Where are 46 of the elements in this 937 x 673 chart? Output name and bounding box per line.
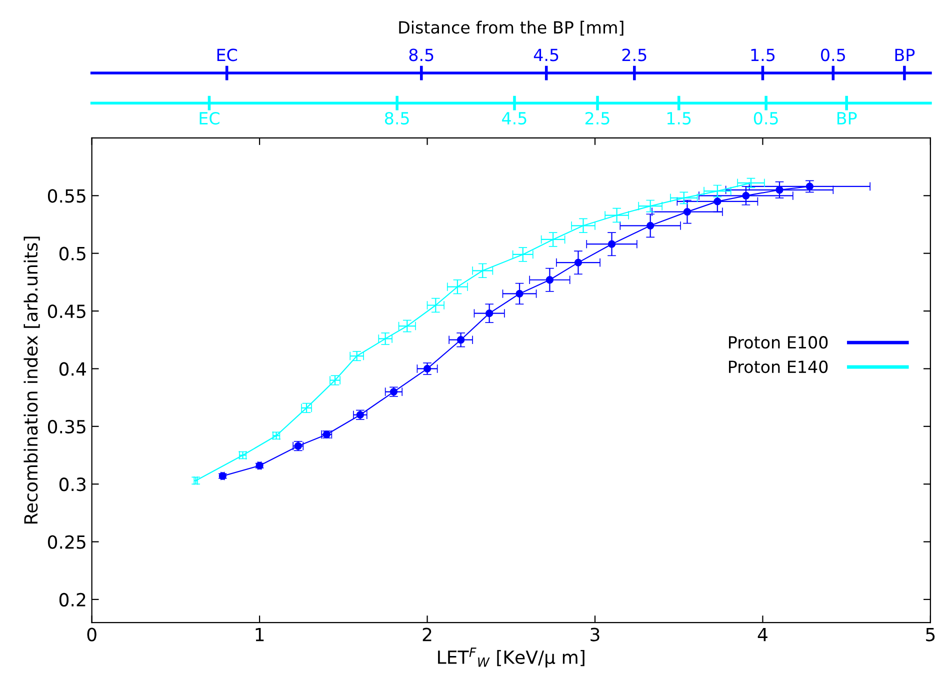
text: EC (217, 48, 238, 62)
text: BP (895, 48, 915, 61)
x-tick-label: 5 (926, 628, 935, 642)
point (546, 276, 554, 284)
text: 1.5 (667, 112, 691, 125)
x-tick-label: 3 (590, 628, 600, 642)
y-tick-label: 0.3 (59, 478, 86, 492)
y-tick-label: 0.5 (59, 246, 86, 260)
text: 1.5 (751, 48, 775, 62)
chart-title: Distance from the BP [mm] (399, 20, 624, 36)
point (646, 222, 654, 230)
text: 0.5 (821, 48, 845, 62)
text: 2.5 (622, 48, 646, 62)
x-tick-label: 2 (422, 628, 432, 642)
y-tick-label: 0.4 (59, 362, 86, 376)
y-tick-label: 0.45 (48, 304, 86, 318)
text: 8.5 (409, 48, 434, 62)
x-tick-label: 4 (758, 628, 768, 642)
x-tick-label: 0 (87, 628, 96, 642)
point (456, 336, 465, 344)
y-tick-label: 0.55 (48, 189, 86, 203)
text: EC (200, 112, 220, 125)
legend-label: Proton E100 (728, 336, 828, 349)
legend-label: Proton E140 (728, 360, 828, 374)
text: 2.5 (585, 112, 610, 125)
point (806, 182, 814, 190)
point (714, 198, 722, 206)
y-tick-label: 0.25 (48, 535, 86, 549)
point (683, 208, 692, 216)
y-tick-label: 0.2 (59, 592, 86, 607)
point (742, 192, 750, 200)
point (608, 240, 616, 248)
text: 0.5 (754, 112, 778, 125)
point (423, 364, 432, 373)
text: 8.5 (384, 112, 409, 125)
y-tick-label: 0.35 (48, 420, 86, 434)
x-tick-label: 1 (256, 628, 264, 642)
text: 4.5 (502, 112, 526, 125)
x-axis-title: LET$^{F}$$_{W}$ [KeV/μ m] (438, 648, 584, 668)
point (574, 258, 582, 266)
point (486, 310, 494, 318)
point (516, 290, 524, 298)
y-axis-title: Recombination index [arb.units] (24, 236, 40, 524)
text: BP (837, 112, 857, 124)
text: 4.5 (534, 48, 558, 62)
point (776, 186, 784, 194)
